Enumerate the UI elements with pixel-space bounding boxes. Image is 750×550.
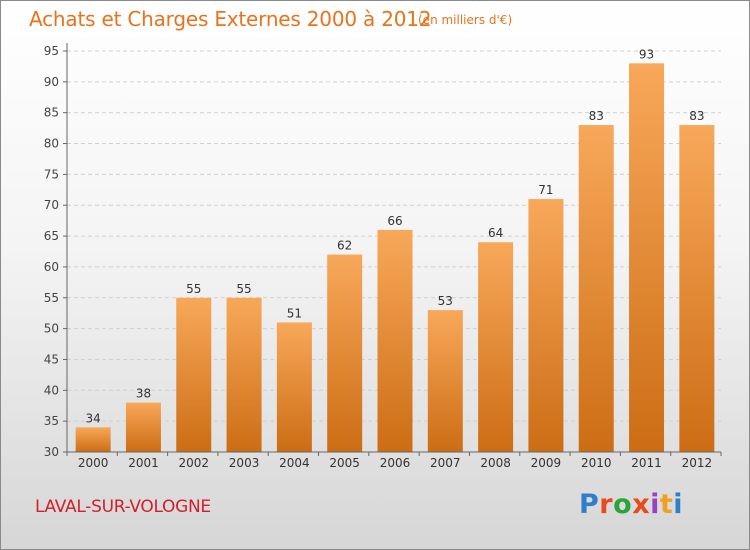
y-tick-label: 70 bbox=[44, 198, 59, 212]
y-tick-label: 85 bbox=[44, 106, 59, 120]
place-name: LAVAL-SUR-VOLOGNE bbox=[35, 497, 211, 517]
x-tick-label: 2007 bbox=[430, 456, 461, 470]
bar-2004 bbox=[276, 322, 312, 452]
x-tick-label: 2002 bbox=[178, 456, 209, 470]
bar-2012 bbox=[679, 125, 715, 453]
y-tick-label: 95 bbox=[44, 44, 59, 58]
bar-2000 bbox=[75, 427, 111, 452]
x-tick-label: 2003 bbox=[229, 456, 260, 470]
y-tick-label: 75 bbox=[44, 167, 59, 181]
bar-2008 bbox=[478, 242, 514, 452]
bar-2005 bbox=[327, 254, 363, 452]
y-tick-label: 90 bbox=[44, 75, 59, 89]
data-label: 51 bbox=[287, 306, 302, 320]
y-tick-label: 30 bbox=[44, 445, 59, 459]
x-tick-label: 2001 bbox=[128, 456, 159, 470]
bar-2006 bbox=[377, 229, 413, 452]
bar-2003 bbox=[226, 297, 262, 452]
data-label: 71 bbox=[538, 183, 553, 197]
logo-letter: x bbox=[632, 489, 651, 520]
y-tick-label: 35 bbox=[44, 414, 59, 428]
logo-letter: i bbox=[673, 489, 684, 520]
bar-2010 bbox=[578, 125, 614, 453]
bar-2001 bbox=[125, 402, 161, 452]
data-label: 55 bbox=[186, 282, 201, 296]
data-label: 93 bbox=[639, 47, 654, 61]
proxiti-logo: Proxiti bbox=[579, 489, 683, 520]
data-label: 62 bbox=[337, 239, 352, 253]
y-tick-label: 40 bbox=[44, 383, 59, 397]
logo-letter: t bbox=[659, 489, 674, 520]
data-label: 83 bbox=[589, 109, 604, 123]
bar-2011 bbox=[629, 63, 665, 452]
y-tick-label: 45 bbox=[44, 352, 59, 366]
bar-2002 bbox=[176, 297, 212, 452]
y-tick-label: 65 bbox=[44, 229, 59, 243]
y-tick-label: 55 bbox=[44, 291, 59, 305]
data-label: 66 bbox=[387, 214, 402, 228]
bar-2007 bbox=[427, 310, 463, 452]
x-tick-label: 2000 bbox=[78, 456, 109, 470]
chart-unit-label: (en milliers d'€) bbox=[418, 13, 513, 27]
data-label: 55 bbox=[236, 282, 251, 296]
axes: 30 35 40 45 50 55 60 65 70 75 80 85 90 95 2000 2001 2002… bbox=[44, 43, 722, 470]
x-tick-label: 2006 bbox=[380, 456, 411, 470]
logo-letter: P bbox=[579, 489, 600, 520]
data-label: 64 bbox=[488, 226, 503, 240]
logo-letter: r bbox=[599, 489, 614, 520]
y-tick-label: 80 bbox=[44, 137, 59, 151]
data-label: 38 bbox=[136, 387, 151, 401]
x-tick-label: 2005 bbox=[329, 456, 360, 470]
x-tick-label: 2008 bbox=[480, 456, 511, 470]
x-tick-label: 2004 bbox=[279, 456, 310, 470]
bar-2009 bbox=[528, 199, 564, 452]
x-tick-label: 2011 bbox=[631, 456, 662, 470]
logo-letter: i bbox=[650, 489, 660, 520]
grid-lines bbox=[67, 50, 721, 453]
chart-title: Achats et Charges Externes 2000 à 2012 bbox=[29, 7, 432, 31]
y-tick-label: 60 bbox=[44, 260, 59, 274]
y-tick-label: 50 bbox=[44, 322, 59, 336]
bars: 34 38 55 55 51 62 66 53 64 71 83 93 83 bbox=[75, 47, 715, 453]
x-tick-label: 2009 bbox=[531, 456, 562, 470]
x-tick-label: 2010 bbox=[581, 456, 612, 470]
data-label: 83 bbox=[689, 109, 704, 123]
data-label: 53 bbox=[438, 294, 453, 308]
logo-letter: o bbox=[613, 489, 633, 520]
data-label: 34 bbox=[86, 411, 101, 425]
x-tick-label: 2012 bbox=[682, 456, 713, 470]
